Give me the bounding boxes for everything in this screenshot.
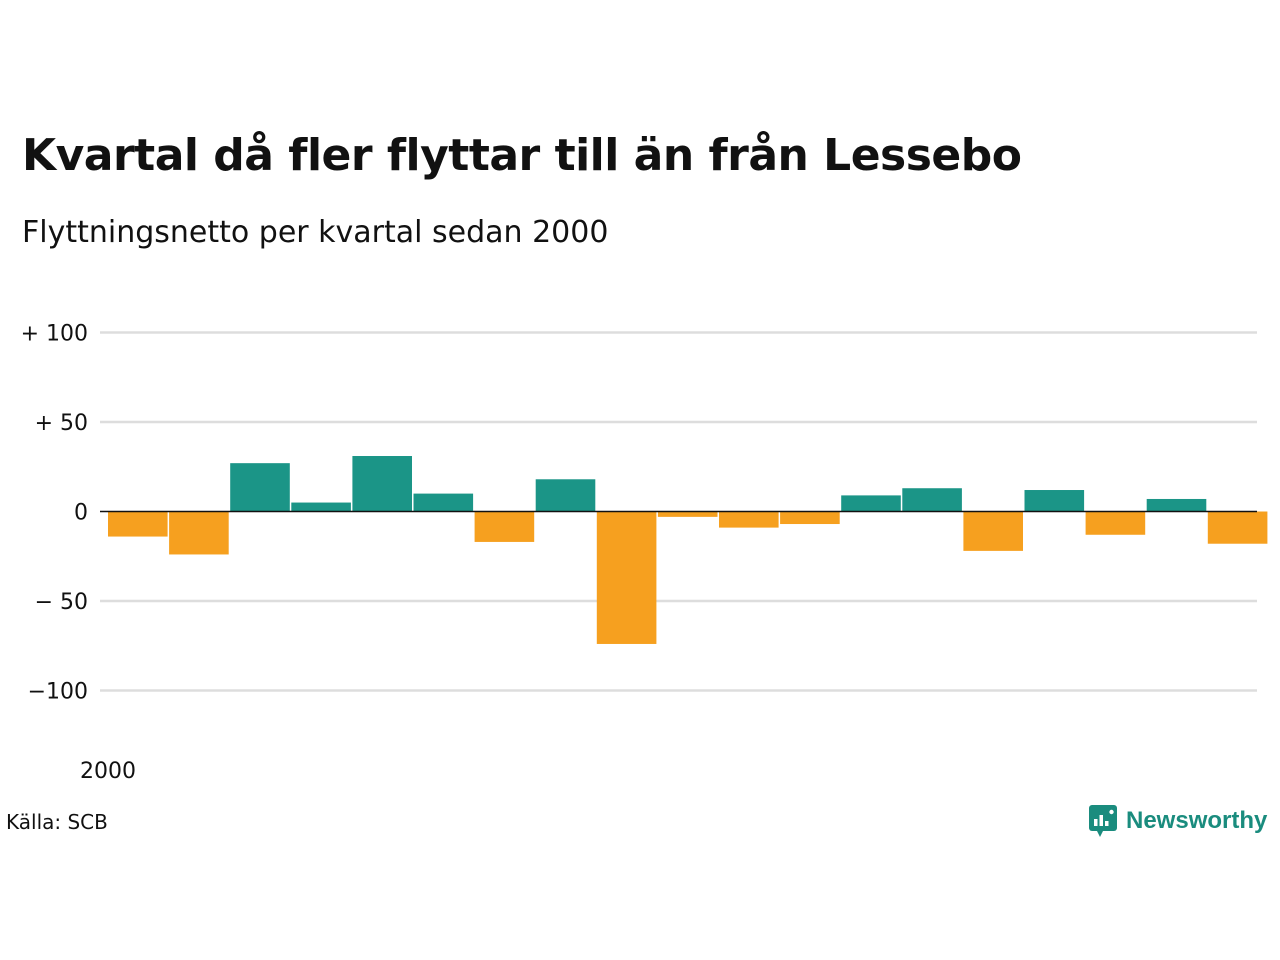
bar — [291, 502, 351, 512]
bar — [108, 511, 168, 537]
bar — [230, 463, 290, 512]
bar — [535, 479, 596, 512]
bar — [780, 511, 840, 525]
x-tick-labels: 20002005201020152020 — [80, 759, 136, 784]
bar — [841, 495, 901, 512]
bar — [1146, 498, 1207, 512]
bar — [963, 511, 1023, 551]
chart-title: Kvartal då fler flyttar till än från Les… — [22, 130, 1022, 181]
grid-lines — [100, 331, 1257, 692]
source-credit: Källa: SCB — [6, 810, 108, 834]
y-tick-label: + 50 — [35, 411, 88, 436]
bar — [474, 511, 535, 542]
x-tick-label: 2000 — [80, 759, 136, 784]
bar — [1024, 490, 1085, 512]
newsworthy-icon — [1089, 805, 1117, 837]
bar — [657, 511, 718, 517]
brand-name: Newsworthy — [1126, 807, 1268, 834]
y-tick-label: −100 — [28, 680, 88, 705]
y-tick-label: − 50 — [35, 590, 88, 615]
bars — [108, 456, 1268, 644]
y-tick-label: 0 — [74, 501, 88, 526]
bar — [413, 493, 474, 512]
bar — [169, 511, 229, 555]
bar — [352, 456, 412, 512]
bar — [719, 511, 779, 528]
bar — [596, 511, 657, 644]
bar — [902, 488, 962, 512]
bar — [1085, 511, 1146, 535]
y-tick-label: + 100 — [21, 322, 88, 347]
bar — [1207, 511, 1268, 544]
chart-subtitle: Flyttningsnetto per kvartal sedan 2000 — [22, 215, 609, 250]
y-tick-labels: + 100 + 50 0 − 50 −100 — [21, 322, 88, 705]
newsworthy-logo: Newsworthy — [1088, 804, 1267, 838]
